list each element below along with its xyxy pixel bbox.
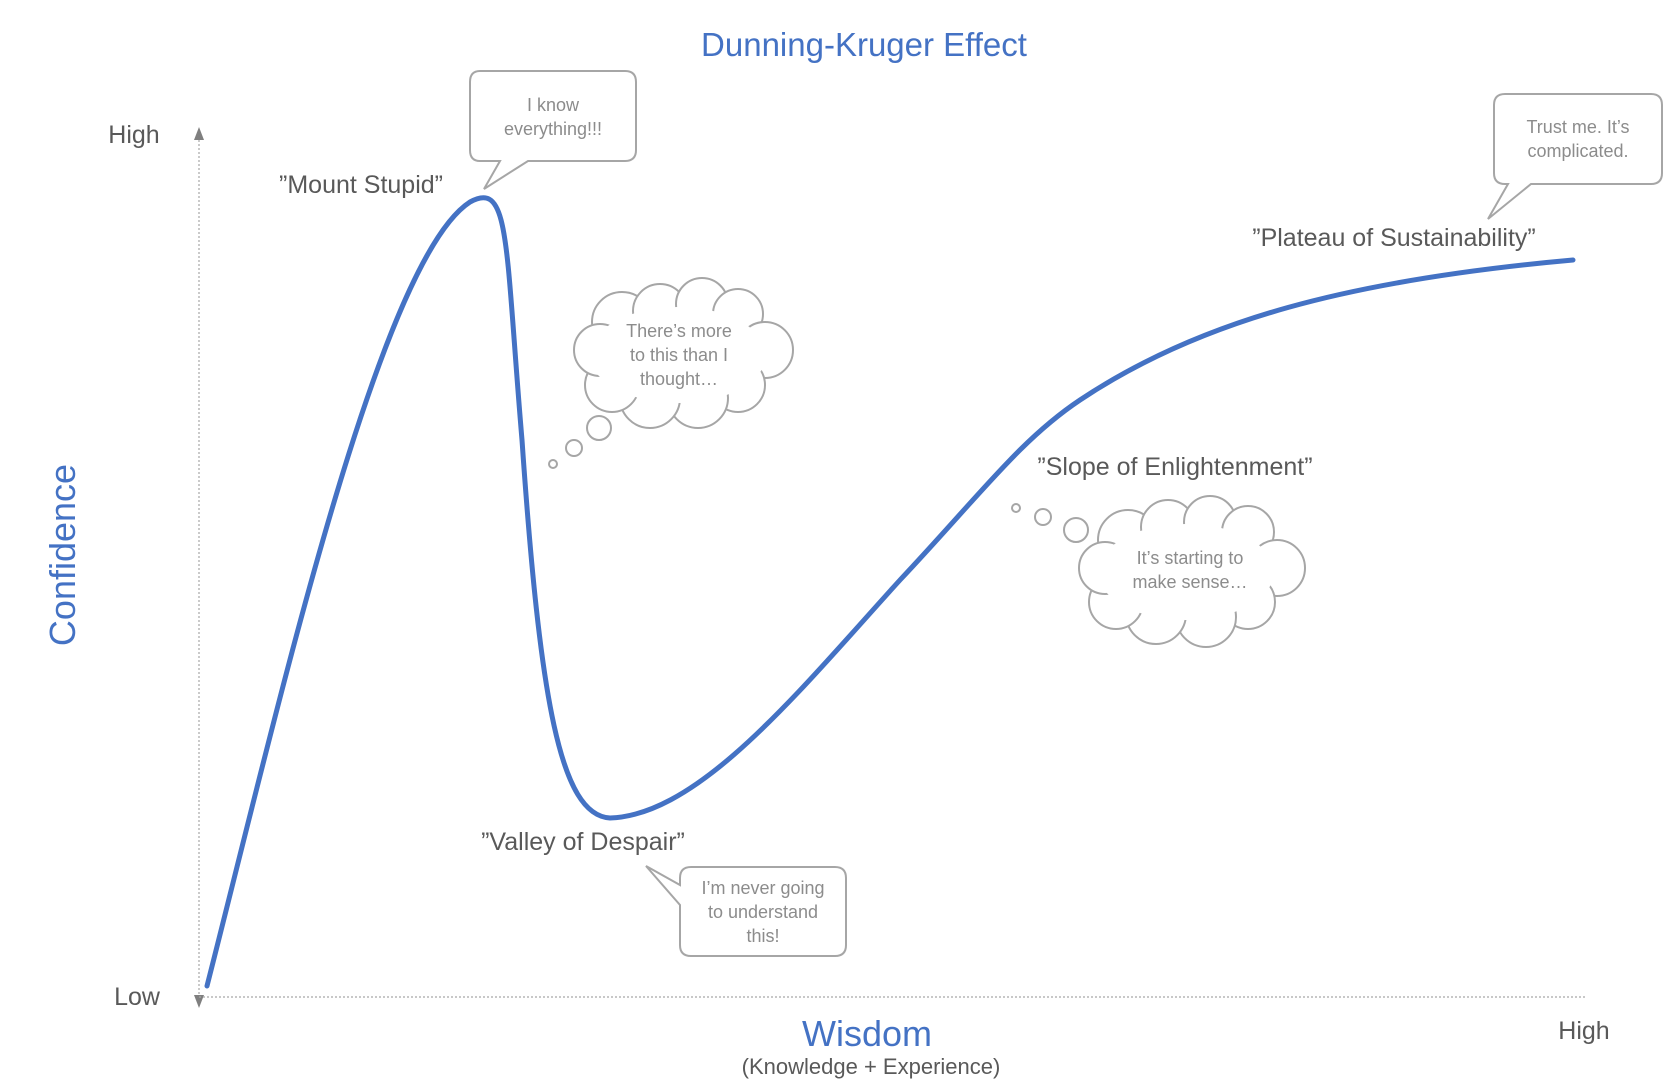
- thought-cloud-more-to-this: There’s more to this than I thought…: [548, 277, 794, 469]
- bubble-text-line: It’s starting to: [1137, 548, 1244, 568]
- stage-valley-of-despair: ”Valley of Despair”: [481, 828, 685, 856]
- speech-bubble-never-understand: I’m never going to understand this!: [645, 865, 847, 957]
- y-axis-low-label: Low: [114, 983, 161, 1011]
- bubble-text-line: Trust me. It’s: [1526, 117, 1629, 137]
- stage-mount-stupid: ”Mount Stupid”: [279, 171, 443, 199]
- bubble-text-line: I know: [527, 95, 580, 115]
- y-axis-title: Confidence: [42, 464, 83, 646]
- x-axis-subtitle: (Knowledge + Experience): [742, 1054, 1001, 1079]
- bubble-text-line: I’m never going: [701, 878, 824, 898]
- diagram-title: Dunning-Kruger Effect: [701, 26, 1027, 63]
- stage-plateau-of-sustainability: ”Plateau of Sustainability”: [1252, 224, 1535, 252]
- speech-bubble-know-everything: I know everything!!!: [469, 70, 637, 190]
- bubble-text-line: complicated.: [1527, 141, 1628, 161]
- y-axis-down-arrow-icon: [194, 995, 204, 1008]
- y-axis-high-label: High: [108, 121, 159, 149]
- stage-slope-of-enlightenment: ”Slope of Enlightenment”: [1037, 453, 1312, 481]
- x-axis-high-label: High: [1558, 1017, 1609, 1045]
- thought-cloud-starting-sense: It’s starting to make sense…: [1011, 495, 1306, 648]
- bubble-text-line: There’s more: [626, 321, 732, 341]
- bubble-text-line: to this than I: [630, 345, 728, 365]
- x-axis-title: Wisdom: [802, 1013, 932, 1054]
- y-axis-up-arrow-icon: [194, 127, 204, 140]
- bubble-text-line: make sense…: [1132, 572, 1247, 592]
- bubble-text-line: to understand: [708, 902, 818, 922]
- dunning-kruger-curve: [204, 195, 1576, 989]
- speech-bubble-trust-me: Trust me. It’s complicated.: [1487, 93, 1663, 220]
- bubble-text-line: everything!!!: [504, 119, 602, 139]
- bubble-text-line: this!: [746, 926, 779, 946]
- bubble-text-line: thought…: [640, 369, 718, 389]
